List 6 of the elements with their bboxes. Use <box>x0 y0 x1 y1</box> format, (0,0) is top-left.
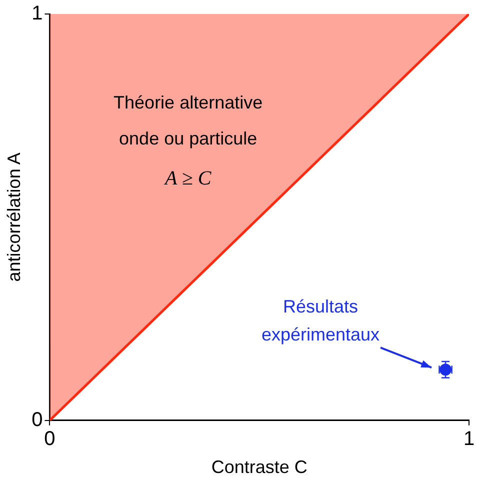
annotation: onde ou particule <box>119 128 258 148</box>
y-axis-title: anticorrélation A <box>4 152 24 282</box>
annotation: A ≥ C <box>163 168 212 190</box>
x-axis-title: Contraste C <box>211 457 308 478</box>
annotation: Théorie alternative <box>114 92 263 112</box>
annotation: Résultats expérimentaux <box>261 296 380 345</box>
